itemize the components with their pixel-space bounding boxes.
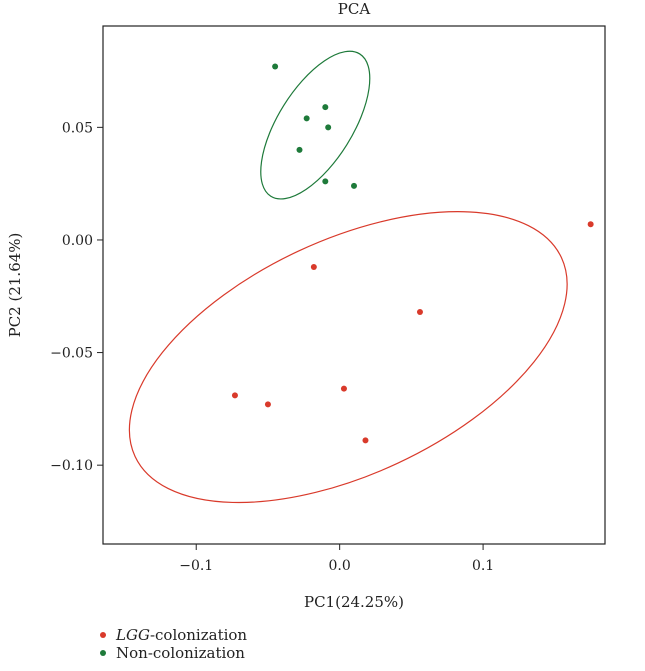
legend-item-lgg-colonization: LGG-colonization: [100, 626, 247, 644]
confidence-ellipse-0: [128, 211, 568, 504]
legend-marker-non-colonization: [100, 650, 106, 656]
data-point-series0-0: [231, 392, 238, 399]
confidence-ellipse-1: [260, 50, 371, 200]
legend-item-non-colonization: Non-colonization: [100, 644, 247, 662]
legend-marker-lgg: [100, 632, 106, 638]
y-tick-label: −0.10: [50, 458, 93, 474]
data-point-series1-1: [322, 104, 329, 111]
x-tick-label: −0.1: [179, 558, 213, 574]
y-tick-label: −0.05: [50, 346, 93, 362]
confidence-ellipses: [128, 50, 568, 504]
data-point-series1-3: [325, 124, 332, 131]
chart-title: PCA: [338, 0, 371, 18]
data-point-series0-6: [587, 221, 594, 228]
x-axis-label: PC1(24.25%): [304, 593, 404, 611]
y-tick-label: 0.05: [62, 120, 93, 136]
y-axis-ticks: 0.05 0.00 −0.05 −0.10: [50, 120, 103, 474]
plot-area-frame: [102, 25, 606, 545]
data-point-series0-4: [362, 437, 369, 444]
y-axis-label: PC2 (21.64%): [6, 233, 24, 338]
data-point-series0-2: [310, 263, 317, 270]
data-point-series0-5: [416, 309, 423, 316]
data-point-series1-5: [322, 178, 329, 185]
y-tick-label: 0.00: [62, 233, 93, 249]
data-point-series1-4: [296, 146, 303, 153]
legend: LGG-colonization Non-colonization: [100, 626, 247, 662]
x-axis-ticks: −0.1 0.0 0.1: [179, 544, 494, 574]
data-point-series1-2: [303, 115, 310, 122]
legend-label-non-colonization: Non-colonization: [116, 644, 245, 662]
data-point-series0-1: [264, 401, 271, 408]
data-point-series0-3: [340, 385, 347, 392]
x-tick-label: 0.1: [472, 558, 494, 574]
data-point-series1-6: [351, 182, 357, 189]
x-tick-label: 0.0: [329, 558, 351, 574]
legend-label-lgg: LGG-colonization: [116, 626, 248, 644]
data-point-series1-0: [272, 63, 279, 70]
data-points: [231, 63, 594, 444]
